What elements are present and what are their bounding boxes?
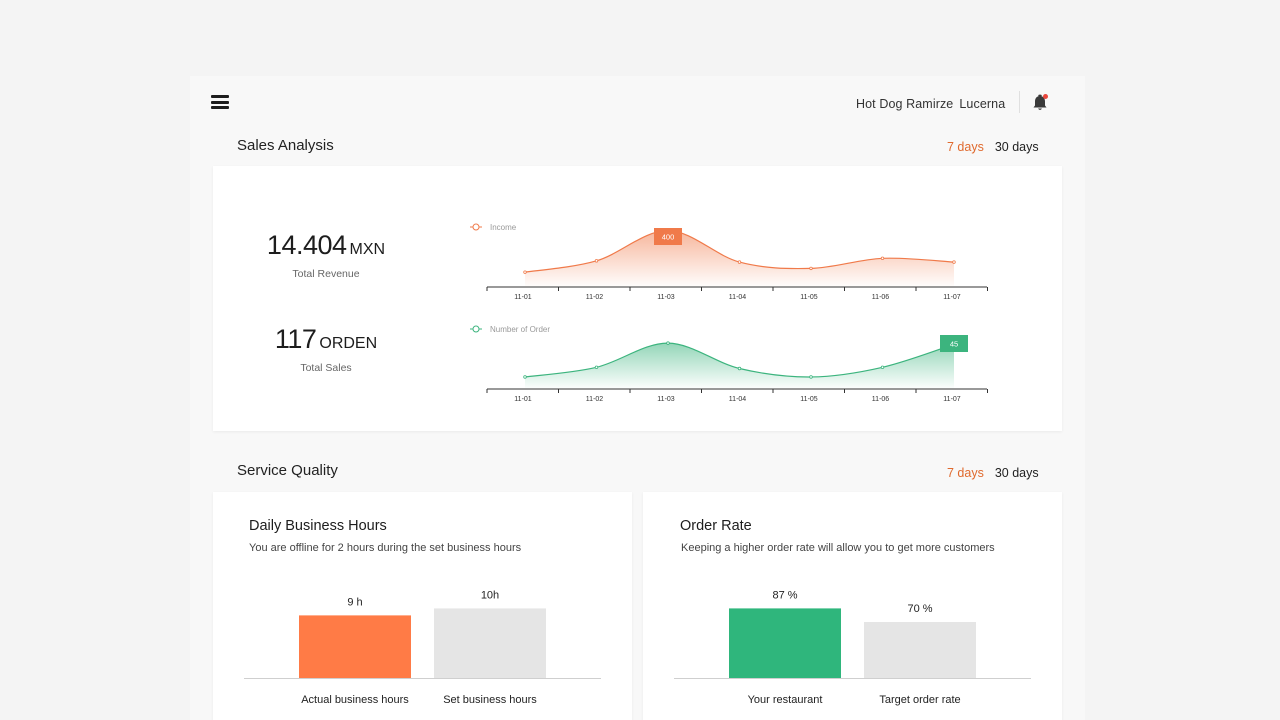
order-rate-chart: 87 % Your restaurant 70 % Target order rate <box>674 589 1031 706</box>
business-hours-title: Daily Business Hours <box>249 518 387 534</box>
orders-tick-label-11-03: 11-03 <box>657 396 674 403</box>
orders-tick-label-11-05: 11-05 <box>800 396 817 403</box>
orders-tick-label-11-06: 11-06 <box>872 396 889 403</box>
total-revenue-label: Total Revenue <box>292 268 360 280</box>
income-tooltip-label: 400 <box>662 233 675 242</box>
rate-bar-0 <box>729 608 841 678</box>
sales-analysis-title: Sales Analysis <box>237 137 334 154</box>
hours-value-label-0: 9 h <box>347 596 362 608</box>
orders-legend-marker <box>472 325 480 333</box>
header-divider <box>1019 91 1020 113</box>
income-tick-label-11-02: 11-02 <box>586 294 603 301</box>
dashboard-frame: Hot Dog Ramirze Lucerna Sales Analysis 7 … <box>190 76 1085 720</box>
orders-tooltip-label: 45 <box>950 340 958 349</box>
orders-tick-label-11-01: 11-01 <box>514 396 531 403</box>
orders-point-11-02 <box>594 365 599 369</box>
total-sales-kpi: 117 ORDEN Total Sales <box>216 324 436 374</box>
notification-bell-icon[interactable] <box>1030 93 1050 113</box>
income-tick-label-11-05: 11-05 <box>800 294 817 301</box>
orders-point-11-01 <box>523 375 527 379</box>
income-tooltip <box>654 228 682 245</box>
orders-unit: ORDEN <box>319 335 378 352</box>
rate-value-label-0: 87 % <box>772 589 797 601</box>
orders-point-11-06 <box>880 365 885 369</box>
service-range-30-days[interactable]: 30 days <box>994 466 1039 480</box>
store-name-label: Hot Dog Ramirze <box>856 97 954 111</box>
orders-point-11-04 <box>737 366 742 371</box>
income-point-11-07 <box>952 260 956 264</box>
orders-tick-label-11-07: 11-07 <box>943 396 960 403</box>
total-revenue-value: 14.404 MXN <box>216 230 436 261</box>
hamburger-menu-icon[interactable] <box>211 95 229 109</box>
service-range-selector: 7 days 30 days <box>947 466 1039 480</box>
rate-category-label-1: Target order rate <box>879 694 960 706</box>
total-revenue-kpi: 14.404 MXN Total Revenue <box>216 230 436 280</box>
hours-category-label-1: Set business hours <box>443 694 537 706</box>
sales-range-selector: 7 days 30 days <box>947 140 1039 154</box>
income-legend-marker <box>472 223 480 231</box>
income-tick-label-11-03: 11-03 <box>657 294 674 301</box>
orders-legend-label: Number of Order <box>490 325 550 334</box>
income-tick-label-11-06: 11-06 <box>872 294 889 301</box>
orders-point-11-05 <box>809 375 813 379</box>
business-hours-subtitle: You are offline for 2 hours during the s… <box>249 542 522 554</box>
orders-tooltip <box>940 335 968 352</box>
hours-bar-0 <box>299 615 411 678</box>
income-legend-label: Income <box>490 223 517 232</box>
order-rate-subtitle: Keeping a higher order rate will allow y… <box>681 542 995 554</box>
store-location-label: Lucerna <box>959 97 1006 111</box>
orders-point-11-03 <box>666 341 670 345</box>
hours-category-label-0: Actual business hours <box>301 694 409 706</box>
notification-dot <box>1043 94 1048 99</box>
store-name[interactable]: Hot Dog Ramirze Lucerna <box>856 97 1005 111</box>
orders-tick-label-11-04: 11-04 <box>729 396 746 403</box>
income-point-11-02 <box>594 259 599 263</box>
income-tick-label-11-01: 11-01 <box>514 294 531 301</box>
income-point-11-04 <box>737 260 742 264</box>
total-sales-value: 117 ORDEN <box>216 324 436 355</box>
sales-range-7-days[interactable]: 7 days <box>947 140 984 154</box>
service-quality-title: Service Quality <box>237 462 338 479</box>
total-sales-label: Total Sales <box>300 362 352 374</box>
income-area-fill <box>525 230 954 286</box>
rate-category-label-0: Your restaurant <box>748 694 823 706</box>
service-range-7-days[interactable]: 7 days <box>947 466 984 480</box>
order-rate-card: Order Rate Keeping a higher order rate w… <box>643 492 1062 720</box>
daily-business-hours-card: Daily Business Hours You are offline for… <box>213 492 632 720</box>
orders-area-fill <box>525 343 954 388</box>
sales-range-30-days[interactable]: 30 days <box>994 140 1039 154</box>
hours-bar-1 <box>434 608 546 678</box>
income-tick-label-11-07: 11-07 <box>943 294 960 301</box>
hours-value-label-1: 10h <box>481 589 499 601</box>
order-rate-title: Order Rate <box>680 518 752 534</box>
business-hours-chart: 9 h Actual business hours 10h Set business … <box>244 589 601 706</box>
orders-chart: Number of Order 11-01 11-02 11-03 11-04 11-05… <box>470 325 988 403</box>
income-chart: Income 11-01 11-02 11-03 11-04 11-05 11-06 11-0… <box>470 223 988 301</box>
sales-analysis-card: 14.404 MXN Total Revenue 117 ORDEN Total S… <box>213 166 1062 431</box>
revenue-unit: MXN <box>349 241 386 258</box>
revenue-number: 14.404 <box>266 230 347 260</box>
rate-bar-1 <box>864 622 976 678</box>
rate-value-label-1: 70 % <box>907 603 932 615</box>
orders-tick-label-11-02: 11-02 <box>586 396 603 403</box>
orders-number: 117 <box>274 324 317 354</box>
income-point-11-06 <box>880 256 885 261</box>
income-tick-label-11-04: 11-04 <box>729 294 746 301</box>
income-point-11-01 <box>523 270 527 274</box>
income-point-11-05 <box>809 266 813 271</box>
